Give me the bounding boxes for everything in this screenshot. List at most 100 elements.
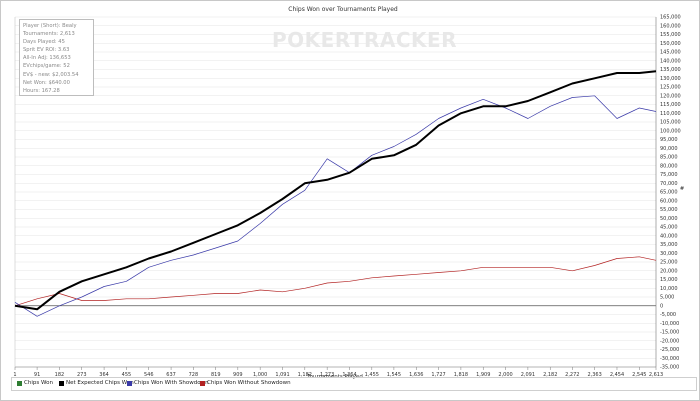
x-tick-label: 1,182	[298, 372, 312, 378]
stats-panel: Player (Short): Bealy Tournaments: 2,613…	[19, 19, 94, 96]
y-tick-label: -20,000	[660, 338, 679, 344]
y-tick-label: 165,000	[660, 15, 681, 21]
x-tick-label: 2,454	[610, 372, 624, 378]
y-tick-label: 10,000	[660, 286, 678, 292]
stat-ev-new: EV$ - new: $2,003.54	[23, 71, 79, 78]
y-tick-label: 160,000	[660, 23, 681, 29]
y-tick-label: 110,000	[660, 111, 681, 117]
x-tick-label: 909	[233, 372, 243, 378]
stat-ev-chips: EVchips/game: 52	[23, 63, 70, 70]
y-tick-label: -30,000	[660, 356, 679, 362]
y-tick-label: 100,000	[660, 128, 681, 134]
x-tick-label: 2,272	[565, 372, 579, 378]
legend-swatch	[127, 380, 132, 386]
x-tick-label: 2,182	[543, 372, 557, 378]
legend-item-net-expected[interactable]: Net Expected Chips Won	[59, 380, 134, 386]
x-tick-label: 2,545	[632, 372, 646, 378]
x-tick-label: 1,909	[476, 372, 490, 378]
legend-swatch	[200, 380, 205, 386]
x-tick-label: 1,545	[387, 372, 401, 378]
stat-all-in-adj: All-In Adj: 136,653	[23, 55, 71, 62]
stat-hours: Hours: 167.28	[23, 87, 60, 94]
x-axis-ticks: 1 91 182 273 364 455 546 637 728 819 909 1,000 1,091…	[13, 367, 663, 378]
grid-lines	[15, 16, 656, 368]
y-tick-label: 155,000	[660, 32, 681, 38]
y-axis-ticks: -35,000 -30,000 -25,000 -20,000 -15,000 -10,0…	[660, 15, 681, 371]
series-line-chips-won-without-showdown	[14, 256, 657, 307]
y-tick-label: 20,000	[660, 268, 678, 274]
legend-item-without-showdown[interactable]: Chips Won Without Showdown	[200, 380, 291, 386]
y-tick-label: 60,000	[660, 198, 678, 204]
x-tick-label: 273	[77, 372, 87, 378]
pokertracker-watermark: POKERTRACKER	[272, 28, 458, 52]
y-tick-label: 95,000	[660, 137, 678, 143]
legend-label: Chips Won Without Showdown	[207, 380, 291, 386]
x-tick-label: 2,363	[587, 372, 601, 378]
y-tick-label: 5,000	[660, 295, 674, 301]
x-tick-label: 91	[34, 372, 40, 378]
y-tick-label: -35,000	[660, 365, 679, 371]
y-tick-label: 65,000	[660, 190, 678, 196]
legend-swatch	[59, 380, 64, 386]
x-tick-label: 364	[99, 372, 109, 378]
y-tick-label: 50,000	[660, 216, 678, 222]
y-tick-label: 25,000	[660, 260, 678, 266]
series-line-chips-won-with-showdown	[14, 95, 657, 317]
legend-swatch	[17, 380, 22, 386]
x-tick-label: 1,273	[320, 372, 334, 378]
y-tick-label: 55,000	[660, 207, 678, 213]
y-tick-label: 115,000	[660, 102, 681, 108]
x-tick-label: 2,613	[649, 372, 663, 378]
legend-label: Net Expected Chips Won	[66, 380, 134, 386]
y-tick-label: 125,000	[660, 85, 681, 91]
y-axis-marker: #	[680, 186, 685, 192]
x-tick-label: 637	[166, 372, 176, 378]
legend-item-chips-won[interactable]: Chips Won	[17, 380, 53, 386]
y-tick-label: 15,000	[660, 277, 678, 283]
x-tick-label: 1,091	[275, 372, 289, 378]
y-tick-label: -10,000	[660, 321, 679, 327]
y-tick-label: 80,000	[660, 163, 678, 169]
y-tick-label: 45,000	[660, 225, 678, 231]
stat-player: Player (Short): Bealy	[23, 23, 77, 29]
y-tick-label: -25,000	[660, 347, 679, 353]
chart-legend: Chips Won Net Expected Chips Won Chips W…	[11, 377, 697, 391]
y-tick-label: 105,000	[660, 120, 681, 126]
y-tick-label: 85,000	[660, 155, 678, 161]
x-tick-label: 1,455	[365, 372, 379, 378]
y-tick-label: 120,000	[660, 93, 681, 99]
chart-title: Chips Won over Tournaments Played	[288, 6, 398, 13]
x-tick-label: 1,727	[431, 372, 445, 378]
y-tick-label: 145,000	[660, 50, 681, 56]
stat-net-won: Net Won: $640.00	[23, 79, 70, 86]
legend-item-with-showdown[interactable]: Chips Won With Showdown	[127, 380, 209, 386]
stat-sprit-ev-roi: Sprit EV ROI: 3.63	[23, 47, 70, 54]
x-tick-label: 182	[55, 372, 65, 378]
y-tick-label: -15,000	[660, 330, 679, 336]
y-tick-label: 135,000	[660, 67, 681, 73]
y-tick-label: 150,000	[660, 41, 681, 47]
x-tick-label: 819	[211, 372, 221, 378]
y-tick-label: 35,000	[660, 242, 678, 248]
x-tick-label: 1,000	[253, 372, 267, 378]
y-tick-label: -5,000	[660, 312, 676, 318]
x-tick-label: 2,091	[521, 372, 535, 378]
stat-tournaments: Tournaments: 2,613	[23, 31, 75, 38]
y-tick-label: 40,000	[660, 233, 678, 239]
x-tick-label: 546	[144, 372, 154, 378]
y-tick-label: 75,000	[660, 172, 678, 178]
y-tick-label: 70,000	[660, 181, 678, 187]
x-tick-label: 1,364	[342, 372, 356, 378]
x-tick-label: 728	[189, 372, 199, 378]
stat-days-played: Days Played: 45	[23, 39, 65, 46]
y-tick-label: 0	[660, 303, 663, 309]
x-tick-label: 2,000	[498, 372, 512, 378]
series-lines	[14, 70, 657, 317]
x-tick-label: 1,636	[409, 372, 423, 378]
y-tick-label: 90,000	[660, 146, 678, 152]
y-tick-label: 30,000	[660, 251, 678, 257]
y-tick-label: 140,000	[660, 58, 681, 64]
legend-label: Chips Won With Showdown	[134, 380, 209, 386]
legend-label: Chips Won	[24, 380, 53, 386]
